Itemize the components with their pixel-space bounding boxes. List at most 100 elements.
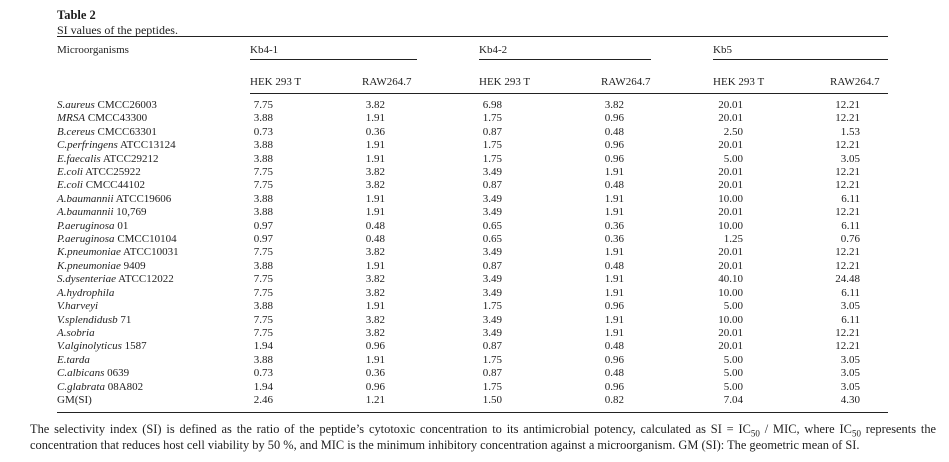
si-value-kb4-1-raw: 3.82 (365, 99, 385, 111)
microorganism-name: E.faecalis ATCC29212 (57, 152, 159, 165)
microorganism-name: S.aureus CMCC26003 (57, 98, 157, 111)
si-value-kb5-hek: 2.50 (723, 125, 744, 138)
si-value-kb4-2-raw: 0.96 (604, 139, 625, 152)
table-row: GM(SI) 2.46 1.21 1.50 0.82 7.04 4.30 (57, 394, 888, 413)
si-value-kb4-2-hek: 1.75 (482, 353, 503, 366)
si-value-kb4-1-hek: 0.73 (253, 367, 273, 380)
si-value-kb4-1-hek: 0.73 (253, 125, 273, 138)
si-value-kb5-raw: 12.21 (835, 246, 861, 259)
column-header-kb5-hek: HEK 293 T (713, 66, 831, 94)
table-row: C.albicans 0639 0.73 0.36 0.87 0.48 5.00… (57, 367, 888, 380)
microorganism-name: E.coli ATCC25922 (57, 166, 141, 179)
si-value-kb4-2-hek: 3.49 (482, 166, 503, 179)
si-value-kb4-2-raw: 0.48 (604, 367, 625, 380)
si-value-kb4-2-hek: 0.87 (482, 259, 503, 272)
si-value-kb4-1-hek: 3.88 (253, 353, 273, 366)
si-value-kb4-2-hek: 1.75 (482, 152, 503, 165)
si-value-kb4-2-hek: 3.49 (482, 246, 503, 259)
si-value-kb4-2-raw: 1.91 (604, 326, 625, 339)
si-value-kb4-1-hek: 7.75 (253, 313, 273, 326)
si-value-kb5-hek: 20.01 (718, 139, 744, 152)
table-row: V.splendidusb 71 7.75 3.82 3.49 1.91 10.… (57, 314, 888, 327)
si-value-kb4-1-hek: 7.75 (253, 179, 273, 192)
table-row: MRSA CMCC43300 3.88 1.91 1.75 0.96 20.01… (57, 112, 888, 125)
si-value-kb4-2-hek: 1.50 (482, 393, 503, 406)
si-value-kb5-raw: 1.53 (840, 125, 861, 138)
column-header-microorganisms: Microorganisms (57, 44, 129, 56)
si-value-kb5-raw: 12.21 (835, 206, 861, 219)
si-value-kb4-1-hek: 7.75 (253, 99, 273, 111)
table-row: B.cereus CMCC63301 0.73 0.36 0.87 0.48 2… (57, 126, 888, 139)
table-row: A.baumannii ATCC19606 3.88 1.91 3.49 1.9… (57, 193, 888, 206)
si-value-kb5-raw: 6.11 (841, 286, 861, 299)
si-value-kb4-2-hek: 0.65 (482, 219, 503, 232)
si-value-kb4-2-raw: 1.91 (604, 246, 625, 259)
microorganism-name: B.cereus CMCC63301 (57, 125, 157, 138)
si-value-kb4-1-raw: 0.48 (365, 233, 385, 246)
si-value-kb4-1-hek: 3.88 (253, 152, 273, 165)
si-value-kb4-2-hek: 0.87 (482, 367, 503, 380)
si-value-kb4-2-hek: 3.49 (482, 273, 503, 286)
si-value-kb5-raw: 3.05 (840, 367, 861, 380)
si-value-kb5-raw: 6.11 (841, 219, 861, 232)
si-value-kb5-hek: 20.01 (718, 166, 744, 179)
si-value-kb4-2-hek: 1.75 (482, 139, 503, 152)
si-value-kb4-2-raw: 0.96 (604, 300, 625, 313)
si-value-kb5-hek: 1.25 (723, 233, 744, 246)
si-value-kb4-2-hek: 3.49 (482, 286, 503, 299)
si-value-kb5-raw: 24.48 (835, 273, 861, 286)
si-value-kb4-2-hek: 0.87 (482, 340, 503, 353)
table-title-block: Table 2 SI values of the peptides. (57, 8, 178, 37)
table-row: S.dysenteriae ATCC12022 7.75 3.82 3.49 1… (57, 273, 888, 286)
microorganism-name: MRSA CMCC43300 (57, 112, 148, 125)
table-row: E.coli ATCC25922 7.75 3.82 3.49 1.91 20.… (57, 166, 888, 179)
table-row: A.sobria 7.75 3.82 3.49 1.91 20.01 12.21 (57, 327, 888, 340)
footnote-text: represents the concentration that reduce… (30, 422, 937, 452)
microorganism-name: E.coli CMCC44102 (57, 179, 146, 192)
column-header-kb4-2-raw: RAW264.7 (601, 66, 714, 94)
footnote-text: The selectivity index (SI) is defined as… (30, 422, 751, 437)
footnote-text: / MIC, where IC (759, 422, 852, 437)
si-value-kb4-2-raw: 0.48 (604, 259, 625, 272)
si-value-kb5-hek: 20.01 (718, 246, 744, 259)
si-value-kb4-2-raw: 0.36 (604, 219, 625, 232)
si-value-kb4-2-hek: 0.87 (482, 125, 503, 138)
table-row: K.pneumoniae 9409 3.88 1.91 0.87 0.48 20… (57, 260, 888, 273)
microorganism-name: A.sobria (57, 326, 95, 339)
si-value-kb4-1-hek: 3.88 (253, 259, 273, 272)
si-value-kb5-raw: 3.05 (840, 380, 861, 393)
si-value-kb4-1-raw: 1.91 (365, 353, 385, 366)
si-value-kb4-1-raw: 3.82 (365, 179, 385, 192)
si-value-kb4-1-raw: 3.82 (365, 286, 385, 299)
si-value-kb4-1-hek: 3.88 (253, 112, 273, 125)
microorganism-name: P.aeruginosa CMCC10104 (57, 233, 177, 246)
si-value-kb4-1-raw: 0.96 (365, 380, 385, 393)
si-value-kb4-2-hek: 3.49 (482, 313, 503, 326)
si-value-kb5-hek: 40.10 (718, 273, 744, 286)
table-caption: SI values of the peptides. (57, 23, 178, 37)
si-value-kb4-2-hek: 1.75 (482, 380, 503, 393)
group-header-kb4-2: Kb4-2 (479, 37, 713, 67)
table-row: A.hydrophila 7.75 3.82 3.49 1.91 10.00 6… (57, 287, 888, 300)
si-value-kb4-1-raw: 0.36 (365, 367, 385, 380)
si-value-kb4-2-hek: 6.98 (482, 99, 503, 111)
si-value-kb5-hek: 20.01 (718, 259, 744, 272)
table-footnote: The selectivity index (SI) is defined as… (30, 422, 936, 453)
si-value-kb5-hek: 10.00 (718, 313, 744, 326)
microorganism-name: V.alginolyticus 1587 (57, 340, 147, 353)
table-row: C.glabrata 08A802 1.94 0.96 1.75 0.96 5.… (57, 381, 888, 394)
si-value-kb5-hek: 5.00 (723, 300, 744, 313)
si-value-kb5-raw: 6.11 (841, 313, 861, 326)
si-value-kb4-2-raw: 0.96 (604, 353, 625, 366)
table-row: A.baumannii 10,769 3.88 1.91 3.49 1.91 2… (57, 206, 888, 219)
microorganism-name: C.perfringens ATCC13124 (57, 139, 176, 152)
si-value-kb5-raw: 12.21 (835, 340, 861, 353)
table-row: V.harveyi 3.88 1.91 1.75 0.96 5.00 3.05 (57, 300, 888, 313)
si-value-kb4-1-raw: 0.36 (365, 125, 385, 138)
si-value-kb5-raw: 12.21 (835, 179, 861, 192)
si-value-kb4-1-hek: 2.46 (253, 393, 273, 406)
si-value-kb4-2-hek: 0.65 (482, 233, 503, 246)
si-value-kb4-1-hek: 3.88 (253, 139, 273, 152)
si-value-kb5-hek: 10.00 (718, 286, 744, 299)
si-value-kb5-hek: 10.00 (718, 219, 744, 232)
